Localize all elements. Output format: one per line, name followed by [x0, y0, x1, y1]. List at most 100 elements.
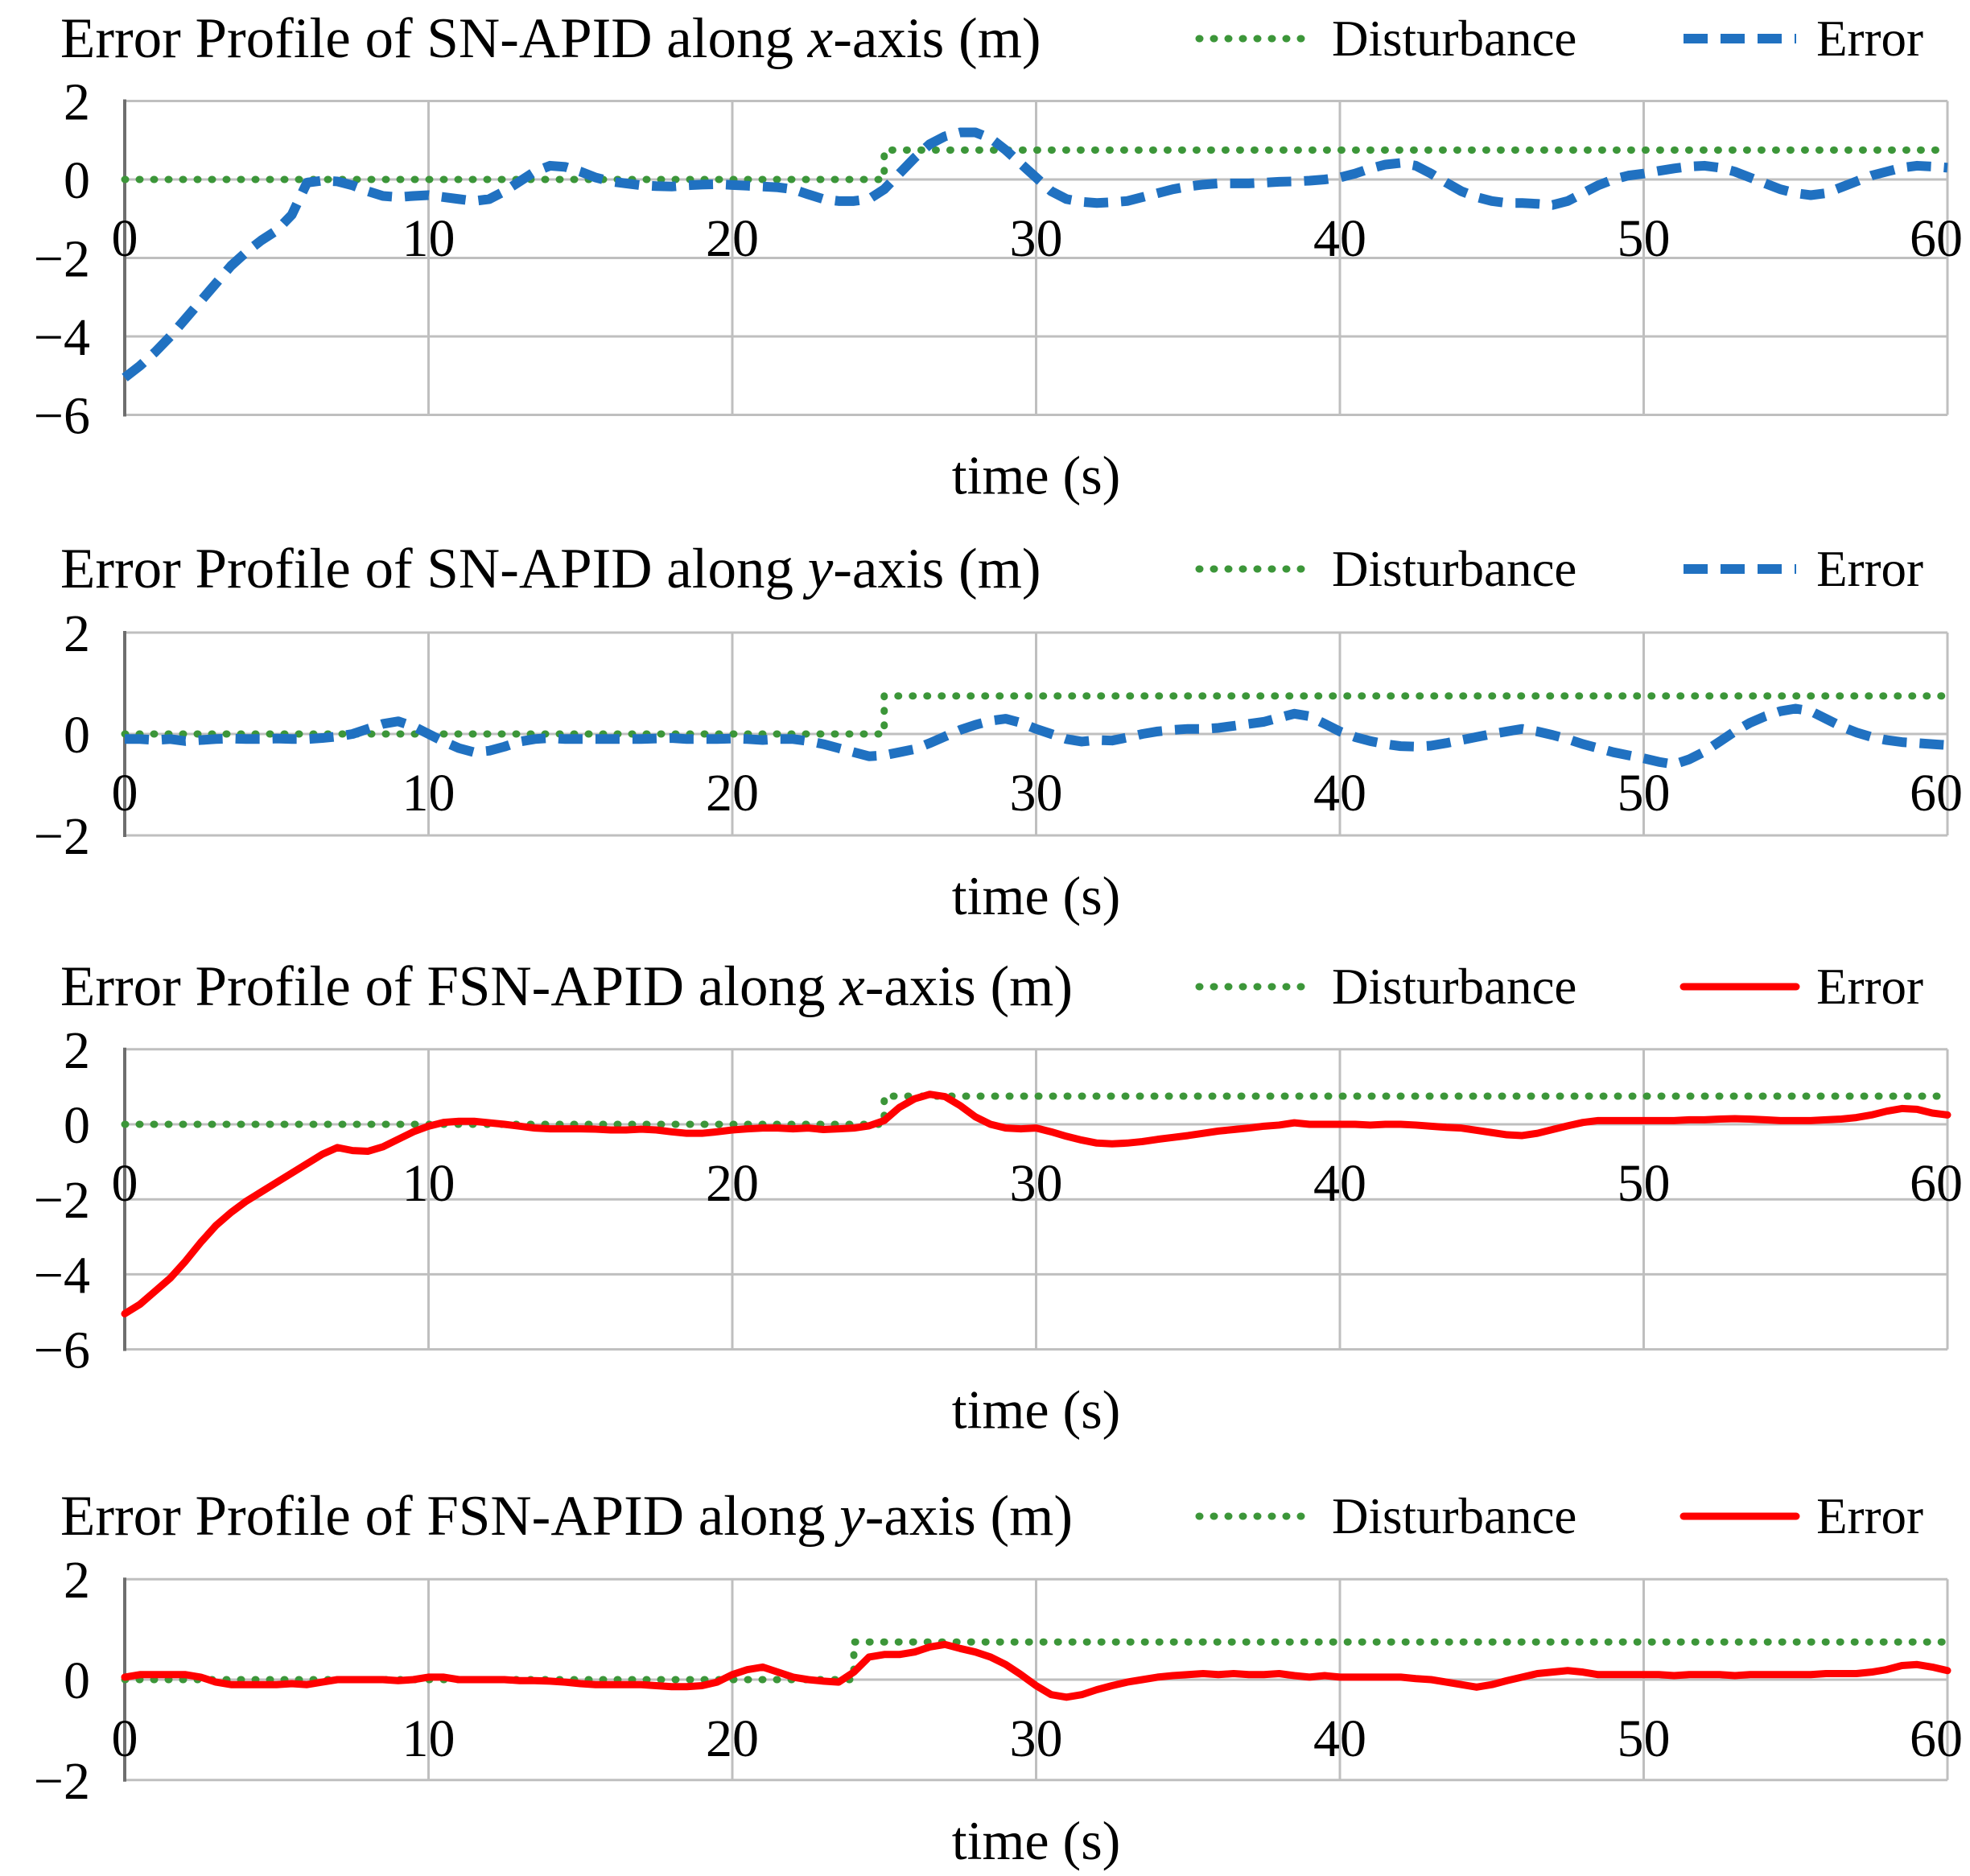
title-axis-letter: y [839, 1485, 865, 1548]
y-tick-label: 0 [64, 1651, 90, 1710]
legend: Disturbance Error [1195, 958, 1923, 1016]
x-axis-label: time (s) [952, 865, 1121, 926]
y-tick-label: 0 [64, 1096, 90, 1155]
error-line-swatch-icon [1679, 1512, 1800, 1520]
x-tick-label: 0 [112, 209, 138, 268]
y-tick-label: 2 [64, 1021, 90, 1080]
legend-label: Error [1816, 1487, 1923, 1544]
error-series [121, 1640, 1951, 1701]
chart-title: Error Profile of SN-APID along x-axis (m… [60, 5, 1041, 72]
y-tick-label: −2 [34, 807, 90, 866]
legend-label: Error [1816, 10, 1923, 67]
x-tick-label: 40 [1313, 209, 1366, 268]
y-tick-label: −2 [34, 230, 90, 289]
title-text: -axis (m) [864, 955, 1074, 1018]
chart-title: Error Profile of FSN-APID along x-axis (… [60, 953, 1073, 1020]
error-series [121, 1091, 1951, 1317]
legend: Disturbance Error [1195, 1487, 1923, 1546]
disturbance-series [121, 146, 1951, 183]
y-tick-label: 0 [64, 706, 90, 765]
x-tick-label: 30 [1010, 209, 1063, 268]
y-tick-label: 2 [64, 73, 90, 132]
legend-label: Disturbance [1332, 1487, 1577, 1544]
x-tick-label: 20 [706, 764, 759, 823]
x-tick-label: 20 [706, 1709, 759, 1768]
x-axis-label: time (s) [952, 445, 1121, 506]
error-line-swatch-icon [1679, 983, 1800, 991]
legend-item-disturbance: Disturbance [1195, 540, 1576, 599]
disturbance-line-swatch-icon [1195, 35, 1316, 43]
x-tick-label: 30 [1010, 764, 1063, 823]
y-tick-label: −6 [34, 387, 90, 446]
disturbance-line-swatch-icon [1195, 565, 1316, 573]
y-tick-label: −2 [34, 1171, 90, 1230]
x-tick-label: 40 [1313, 1154, 1366, 1213]
title-axis-letter: y [807, 538, 834, 600]
legend: Disturbance Error [1195, 10, 1923, 68]
x-tick-label: 0 [112, 764, 138, 823]
x-tick-label: 10 [402, 764, 455, 823]
title-text: -axis (m) [833, 7, 1041, 70]
legend-item-error: Error [1679, 1487, 1923, 1546]
title-axis-letter: x [807, 7, 834, 70]
x-tick-label: 40 [1313, 1709, 1366, 1768]
x-tick-label: 50 [1618, 764, 1671, 823]
x-tick-label: 40 [1313, 764, 1366, 823]
x-tick-label: 0 [112, 1154, 138, 1213]
title-text: Error Profile of FSN-APID along [60, 1485, 840, 1548]
x-tick-label: 20 [706, 1154, 759, 1213]
x-tick-label: 10 [402, 1154, 455, 1213]
x-tick-label: 50 [1618, 1709, 1671, 1768]
legend-item-disturbance: Disturbance [1195, 10, 1576, 68]
legend-label: Error [1816, 540, 1923, 597]
legend-item-disturbance: Disturbance [1195, 1487, 1576, 1546]
legend-item-error: Error [1679, 958, 1923, 1016]
legend-item-error: Error [1679, 10, 1923, 68]
x-axis-label: time (s) [952, 1810, 1121, 1871]
y-tick-label: −4 [34, 308, 90, 367]
y-tick-label: −4 [34, 1246, 90, 1305]
x-tick-label: 60 [1910, 209, 1963, 268]
x-tick-label: 60 [1910, 1154, 1963, 1213]
x-tick-label: 60 [1910, 764, 1963, 823]
legend-label: Disturbance [1332, 958, 1577, 1015]
y-tick-label: −2 [34, 1752, 90, 1811]
panel-1-header: Error Profile of SN-APID along x-axis (m… [60, 5, 1923, 72]
error-line-swatch-icon [1684, 34, 1797, 43]
error-series [125, 703, 1948, 769]
y-tick-label: 2 [64, 604, 90, 663]
legend-label: Error [1816, 958, 1923, 1015]
panel-4-header: Error Profile of FSN-APID along y-axis (… [60, 1482, 1923, 1550]
x-tick-label: 50 [1618, 209, 1671, 268]
title-text: -axis (m) [833, 538, 1041, 600]
title-text: Error Profile of SN-APID along [60, 538, 808, 600]
x-tick-label: 0 [112, 1709, 138, 1768]
x-tick-label: 10 [402, 209, 455, 268]
chart-title: Error Profile of FSN-APID along y-axis (… [60, 1482, 1073, 1550]
chart-title: Error Profile of SN-APID along y-axis (m… [60, 535, 1041, 603]
x-tick-label: 30 [1010, 1709, 1063, 1768]
error-line-swatch-icon [1684, 564, 1797, 574]
title-text: Error Profile of SN-APID along [60, 7, 808, 70]
x-tick-label: 50 [1618, 1154, 1671, 1213]
legend: Disturbance Error [1195, 540, 1923, 599]
panel-3-header: Error Profile of FSN-APID along x-axis (… [60, 953, 1923, 1020]
panel-2-header: Error Profile of SN-APID along y-axis (m… [60, 535, 1923, 603]
error-series [122, 127, 1948, 381]
x-tick-label: 30 [1010, 1154, 1063, 1213]
disturbance-series [121, 692, 1951, 738]
x-tick-label: 10 [402, 1709, 455, 1768]
y-tick-label: −6 [34, 1321, 90, 1380]
disturbance-line-swatch-icon [1195, 983, 1316, 991]
legend-item-error: Error [1679, 540, 1923, 599]
y-tick-label: 0 [64, 151, 90, 210]
x-tick-label: 20 [706, 209, 759, 268]
title-axis-letter: x [839, 955, 865, 1018]
legend-label: Disturbance [1332, 540, 1577, 597]
